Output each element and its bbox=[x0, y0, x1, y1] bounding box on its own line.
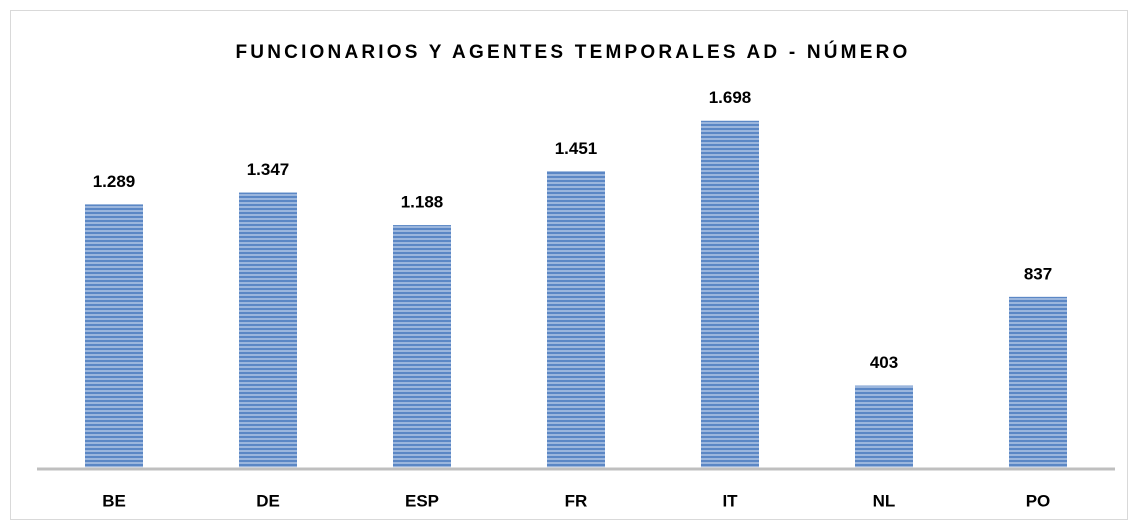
value-label: 837 bbox=[1024, 264, 1052, 283]
value-label: 1.451 bbox=[555, 139, 598, 158]
x-tick-label: BE bbox=[102, 491, 126, 510]
x-tick-label: IT bbox=[722, 491, 738, 510]
value-label: 403 bbox=[870, 353, 898, 372]
value-label: 1.347 bbox=[247, 160, 290, 179]
bar bbox=[393, 225, 451, 468]
x-tick-label: DE bbox=[256, 491, 280, 510]
x-tick-label: ESP bbox=[405, 491, 439, 510]
value-label: 1.698 bbox=[709, 88, 752, 107]
bar bbox=[85, 204, 143, 468]
x-tick-label: PO bbox=[1026, 491, 1051, 510]
value-label: 1.289 bbox=[93, 172, 136, 191]
chart-title: FUNCIONARIOS Y AGENTES TEMPORALES AD - N… bbox=[236, 41, 911, 63]
value-label: 1.188 bbox=[401, 193, 444, 212]
x-tick-label: FR bbox=[565, 491, 588, 510]
bar bbox=[1009, 296, 1067, 468]
bar bbox=[855, 385, 913, 468]
bar bbox=[547, 171, 605, 468]
bar bbox=[239, 192, 297, 468]
bar bbox=[701, 120, 759, 468]
x-tick-label: NL bbox=[873, 491, 896, 510]
